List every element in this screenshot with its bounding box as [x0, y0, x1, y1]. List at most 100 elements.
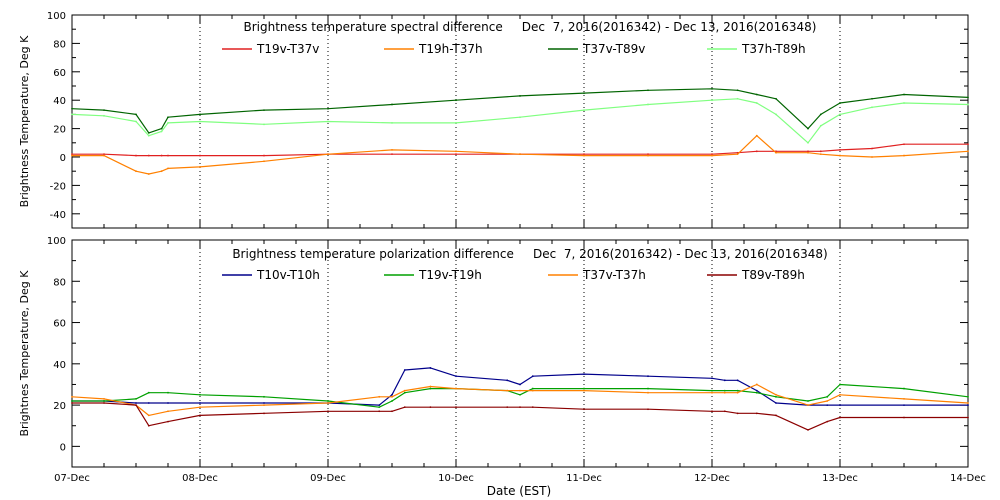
chart-1-data-point — [711, 377, 713, 380]
chart-1-x-tick-label: 11-Dec — [566, 473, 602, 484]
chart-1-data-point — [967, 395, 969, 398]
chart-0-y-axis-label: Brightness Temperature, Deg K — [18, 35, 31, 207]
chart-0-series-line-T37h-T89h — [71, 98, 969, 144]
spectral-difference-panel: -40 -20 0 20 40 60 80 100 Brightness Temperature… — [18, 11, 969, 229]
chart-0-data-point — [807, 150, 809, 153]
chart-1-y-tick-label: 60 — [53, 319, 66, 330]
chart-0-data-point — [903, 143, 905, 146]
chart-1-data-point — [839, 383, 841, 386]
chart-1-data-point — [429, 406, 432, 409]
chart-1-data-point — [736, 391, 739, 394]
chart-0-data-point — [647, 89, 649, 92]
chart-1-data-point — [807, 400, 809, 402]
chart-0-data-point — [711, 99, 713, 102]
chart-0-data-point — [903, 154, 905, 157]
chart-0-data-point — [967, 150, 969, 153]
chart-1-data-point — [711, 389, 713, 392]
chart-1-data-point — [723, 389, 726, 392]
chart-1-series-line-T10v-T10h — [72, 367, 968, 406]
chart-1-data-point — [711, 410, 713, 413]
chart-0-data-point — [819, 150, 822, 153]
chart-1-data-point — [327, 410, 329, 413]
chart-0-data-point — [160, 154, 163, 157]
chart-1-data-point — [506, 379, 509, 382]
chart-1-data-point — [723, 410, 726, 413]
chart-0-data-point — [819, 153, 822, 156]
chart-0-data-point — [903, 102, 905, 104]
chart-0-data-point — [263, 160, 265, 163]
chart-1-data-point — [736, 412, 739, 415]
chart-1-data-point — [967, 404, 969, 406]
chart-0-data-point — [583, 92, 585, 94]
chart-1-series-line-T19v-T19h — [72, 383, 969, 408]
chart-1-data-point — [903, 416, 905, 419]
chart-1-data-point — [199, 414, 201, 417]
chart-0-data-point — [167, 167, 169, 170]
chart-0-data-point — [167, 154, 169, 157]
polarization-difference-panel: 07-Dec 08-Dec 09-Dec 10-Dec 11-Dec 12-Dec 13-D… — [18, 236, 986, 484]
chart-1-y-axis-label: Brightnes Temperature, Deg K — [18, 270, 31, 437]
chart-1-data-point — [147, 414, 150, 417]
chart-0-y-tick-label: -20 — [50, 181, 66, 192]
chart-1-data-point — [391, 393, 393, 396]
chart-1-data-point — [647, 391, 649, 394]
chart-1-data-point — [755, 412, 758, 415]
chart-0-data-point — [391, 153, 393, 156]
chart-1-data-point — [391, 400, 393, 402]
chart-1-data-point — [531, 387, 534, 390]
chart-0-data-point — [807, 141, 809, 144]
chart-1-data-point — [391, 395, 393, 398]
chart-0-series-line-T19v-T37v — [72, 143, 968, 157]
chart-1-data-point — [199, 402, 201, 404]
chart-0-data-point — [199, 120, 201, 123]
chart-1-data-point — [391, 410, 393, 413]
chart-1-legend-label: T37v-T37h — [582, 268, 646, 282]
chart-0-legend-label: T19h-T37h — [418, 42, 483, 56]
chart-1-data-point — [403, 391, 406, 394]
chart-0-data-point — [455, 153, 457, 156]
chart-1-data-point — [775, 393, 777, 396]
chart-0-data-point — [199, 113, 201, 116]
chart-1-y-tick-label: 40 — [53, 360, 66, 371]
chart-0-data-point — [391, 122, 393, 124]
chart-1-data-point — [583, 389, 585, 392]
chart-0-data-point — [327, 107, 329, 110]
chart-0-data-point — [167, 122, 169, 124]
chart-0-data-point — [160, 130, 163, 133]
chart-0-legend-label: T37h-T89h — [741, 42, 806, 56]
chart-0-data-point — [519, 153, 521, 156]
chart-0-data-point — [819, 124, 822, 127]
chart-0-data-point — [263, 154, 265, 157]
chart-0-data-point — [775, 113, 777, 116]
chart-0-data-point — [755, 150, 758, 153]
chart-0-data-point — [583, 109, 585, 112]
chart-0-data-point — [199, 154, 201, 157]
chart-1-data-point — [531, 375, 534, 378]
chart-1-data-point — [583, 373, 585, 376]
chart-0-data-point — [775, 151, 777, 154]
chart-1-data-point — [647, 387, 649, 390]
chart-1-data-point — [519, 383, 521, 386]
chart-0-y-tick-label: 80 — [53, 39, 66, 50]
chart-0-data-point — [755, 134, 758, 137]
chart-1-data-point — [839, 404, 841, 406]
chart-1-plot-frame — [71, 239, 969, 468]
chart-1-data-point — [839, 393, 841, 396]
chart-0-y-tick-label: 20 — [53, 125, 66, 136]
chart-1-data-point — [135, 398, 137, 400]
chart-1-data-point — [519, 393, 521, 396]
chart-0-series-line-T19h-T37h — [72, 135, 969, 175]
chart-1-y-tick-label: 80 — [53, 277, 66, 288]
chart-1-data-point — [263, 402, 265, 404]
chart-1-data-point — [263, 404, 265, 406]
chart-0-data-point — [775, 97, 777, 100]
chart-0-data-point — [583, 154, 585, 157]
chart-1-data-point — [455, 387, 457, 390]
chart-0-data-point — [819, 113, 822, 116]
chart-1-data-point — [403, 389, 406, 392]
chart-1-data-point — [429, 385, 432, 388]
chart-1-data-point — [378, 395, 381, 398]
chart-0-legend-label: T37v-T89v — [582, 42, 645, 56]
chart-0-data-point — [755, 93, 758, 96]
